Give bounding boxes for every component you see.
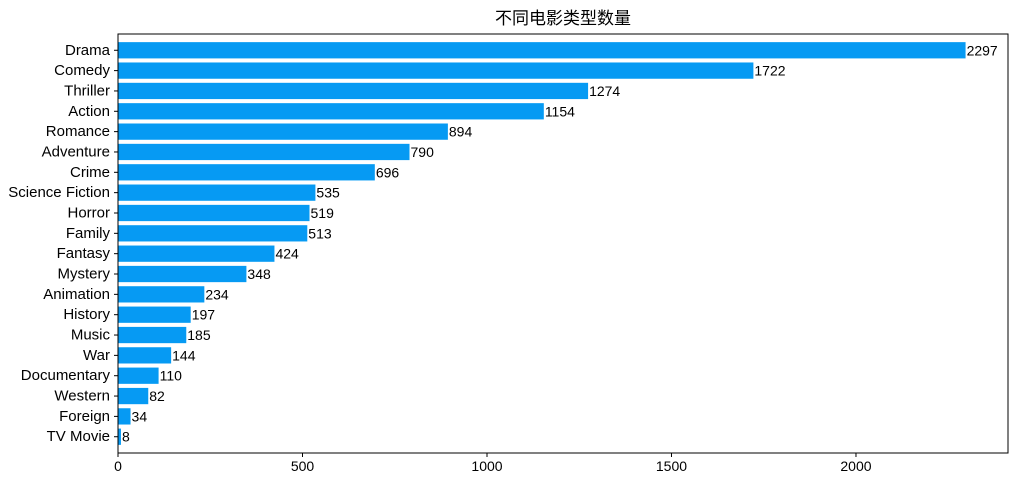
bar-thriller bbox=[118, 82, 589, 100]
category-label-foreign: Foreign bbox=[59, 408, 110, 425]
category-label-western: Western bbox=[54, 388, 110, 405]
value-label-western: 82 bbox=[149, 388, 165, 404]
bar-adventure bbox=[118, 143, 410, 161]
bar-fantasy bbox=[118, 245, 275, 262]
value-label-crime: 696 bbox=[376, 164, 400, 180]
bar-animation bbox=[118, 286, 205, 303]
bar-war bbox=[118, 347, 172, 364]
value-label-horror: 519 bbox=[311, 205, 335, 221]
bar-comedy bbox=[118, 62, 754, 79]
x-tick-label-0: 0 bbox=[114, 458, 122, 474]
bar-history bbox=[118, 306, 191, 323]
bar-documentary bbox=[118, 367, 159, 384]
plot-frame bbox=[117, 33, 1009, 454]
bar-romance bbox=[118, 123, 448, 140]
bar-tv-movie bbox=[118, 428, 121, 445]
category-label-science-fiction: Science Fiction bbox=[8, 184, 110, 201]
value-label-comedy: 1722 bbox=[754, 63, 785, 79]
value-label-history: 197 bbox=[192, 307, 216, 323]
bar-family bbox=[118, 225, 308, 242]
category-label-history: History bbox=[63, 306, 110, 323]
category-label-animation: Animation bbox=[43, 286, 110, 303]
category-label-mystery: Mystery bbox=[58, 266, 111, 283]
value-label-action: 1154 bbox=[545, 103, 575, 119]
bars-group bbox=[118, 42, 966, 445]
value-label-war: 144 bbox=[172, 347, 196, 363]
bar-drama bbox=[118, 42, 966, 59]
bar-foreign bbox=[118, 408, 131, 425]
bar-music bbox=[118, 326, 187, 344]
value-label-science-fiction: 535 bbox=[316, 185, 340, 201]
category-label-music: Music bbox=[71, 327, 111, 344]
category-label-horror: Horror bbox=[67, 204, 110, 221]
category-label-drama: Drama bbox=[65, 42, 111, 59]
category-label-thriller: Thriller bbox=[64, 82, 110, 99]
value-labels-group: 2297172212741154894790696535519513424348… bbox=[122, 42, 998, 444]
category-label-fantasy: Fantasy bbox=[57, 245, 111, 262]
bar-action bbox=[118, 103, 544, 120]
x-axis-ticks-group: 0 500 1000 1500 2000 bbox=[114, 453, 872, 474]
category-label-war: War bbox=[83, 347, 110, 364]
bar-western bbox=[118, 387, 149, 405]
value-label-adventure: 790 bbox=[411, 144, 435, 160]
x-tick-label-1000: 1000 bbox=[471, 458, 502, 474]
value-label-thriller: 1274 bbox=[589, 83, 620, 99]
category-labels-group: Drama Comedy Thriller Action Romance Adventur… bbox=[8, 42, 118, 445]
value-label-tv-movie: 8 bbox=[122, 429, 130, 445]
category-label-family: Family bbox=[66, 225, 111, 242]
bar-mystery bbox=[118, 265, 247, 283]
x-tick-label-500: 500 bbox=[291, 458, 315, 474]
category-label-action: Action bbox=[68, 103, 110, 120]
value-label-drama: 2297 bbox=[967, 42, 998, 58]
chart-title: 不同电影类型数量 bbox=[495, 9, 631, 29]
value-label-mystery: 348 bbox=[247, 266, 271, 282]
category-label-adventure: Adventure bbox=[42, 143, 110, 160]
value-label-music: 185 bbox=[187, 327, 211, 343]
bar-science-fiction bbox=[118, 184, 316, 201]
bar-horror bbox=[118, 204, 310, 222]
category-label-comedy: Comedy bbox=[54, 62, 110, 79]
value-label-fantasy: 424 bbox=[275, 246, 299, 262]
value-label-foreign: 34 bbox=[132, 408, 148, 424]
value-label-romance: 894 bbox=[449, 124, 473, 140]
value-label-family: 513 bbox=[308, 225, 332, 241]
category-label-tv-movie: TV Movie bbox=[47, 428, 110, 445]
bar-crime bbox=[118, 164, 375, 181]
x-tick-label-1500: 1500 bbox=[656, 458, 687, 474]
category-label-documentary: Documentary bbox=[21, 367, 111, 384]
value-label-documentary: 110 bbox=[160, 368, 183, 384]
x-tick-label-2000: 2000 bbox=[840, 458, 871, 474]
value-label-animation: 234 bbox=[205, 286, 229, 302]
category-label-romance: Romance bbox=[46, 123, 110, 140]
category-label-crime: Crime bbox=[70, 164, 110, 181]
